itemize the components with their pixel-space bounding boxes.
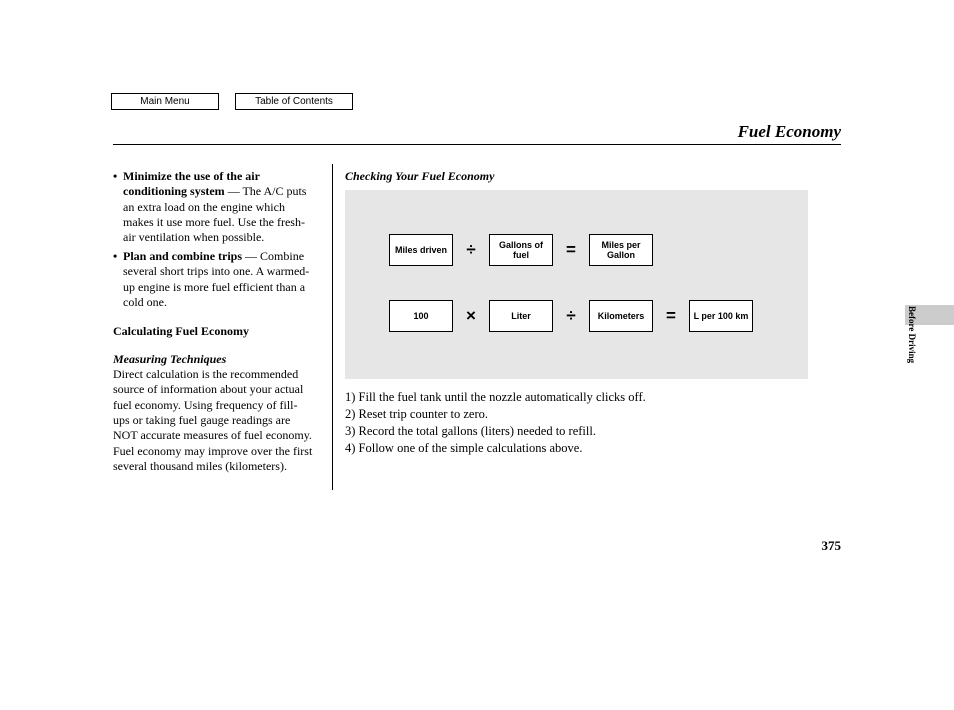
steps-list: 1) Fill the fuel tank until the nozzle a… [345,389,840,457]
page-title: Fuel Economy [738,122,841,142]
tips-list: Minimize the use of the air conditioning… [113,169,313,310]
page-number: 375 [822,538,842,554]
title-rule [113,144,841,145]
formula-row-l100km: 100 × Liter ÷ Kilometers = L per 100 km [389,300,753,332]
main-menu-button[interactable]: Main Menu [111,93,219,110]
measuring-heading: Measuring Techniques [113,352,313,367]
multiply-icon: × [463,306,479,326]
tip-item: Plan and combine trips — Combine several… [113,249,313,310]
box-mpg: Miles per Gallon [589,234,653,266]
box-100: 100 [389,300,453,332]
step-item: 2) Reset trip counter to zero. [345,406,840,423]
box-gallons: Gallons of fuel [489,234,553,266]
tip-lead: Plan and combine trips [123,249,242,263]
box-liter: Liter [489,300,553,332]
equals-icon: = [563,240,579,260]
column-divider [332,164,333,490]
checking-heading: Checking Your Fuel Economy [345,169,840,184]
section-label: Before Driving [907,306,917,363]
divide-icon: ÷ [463,240,479,260]
box-miles-driven: Miles driven [389,234,453,266]
equals-icon: = [663,306,679,326]
step-item: 1) Fill the fuel tank until the nozzle a… [345,389,840,406]
box-kilometers: Kilometers [589,300,653,332]
divide-icon: ÷ [563,306,579,326]
left-column: Minimize the use of the air conditioning… [113,169,313,474]
nav-buttons: Main Menu Table of Contents [111,93,353,110]
measuring-body: Direct calculation is the recommended so… [113,367,313,475]
right-column: Checking Your Fuel Economy Miles driven … [345,169,840,457]
formula-diagram: Miles driven ÷ Gallons of fuel = Miles p… [345,190,808,379]
toc-button[interactable]: Table of Contents [235,93,353,110]
tip-item: Minimize the use of the air conditioning… [113,169,313,246]
formula-row-mpg: Miles driven ÷ Gallons of fuel = Miles p… [389,234,653,266]
step-item: 3) Record the total gallons (liters) nee… [345,423,840,440]
box-l-per-100km: L per 100 km [689,300,753,332]
step-item: 4) Follow one of the simple calculations… [345,440,840,457]
calc-heading: Calculating Fuel Economy [113,324,313,339]
